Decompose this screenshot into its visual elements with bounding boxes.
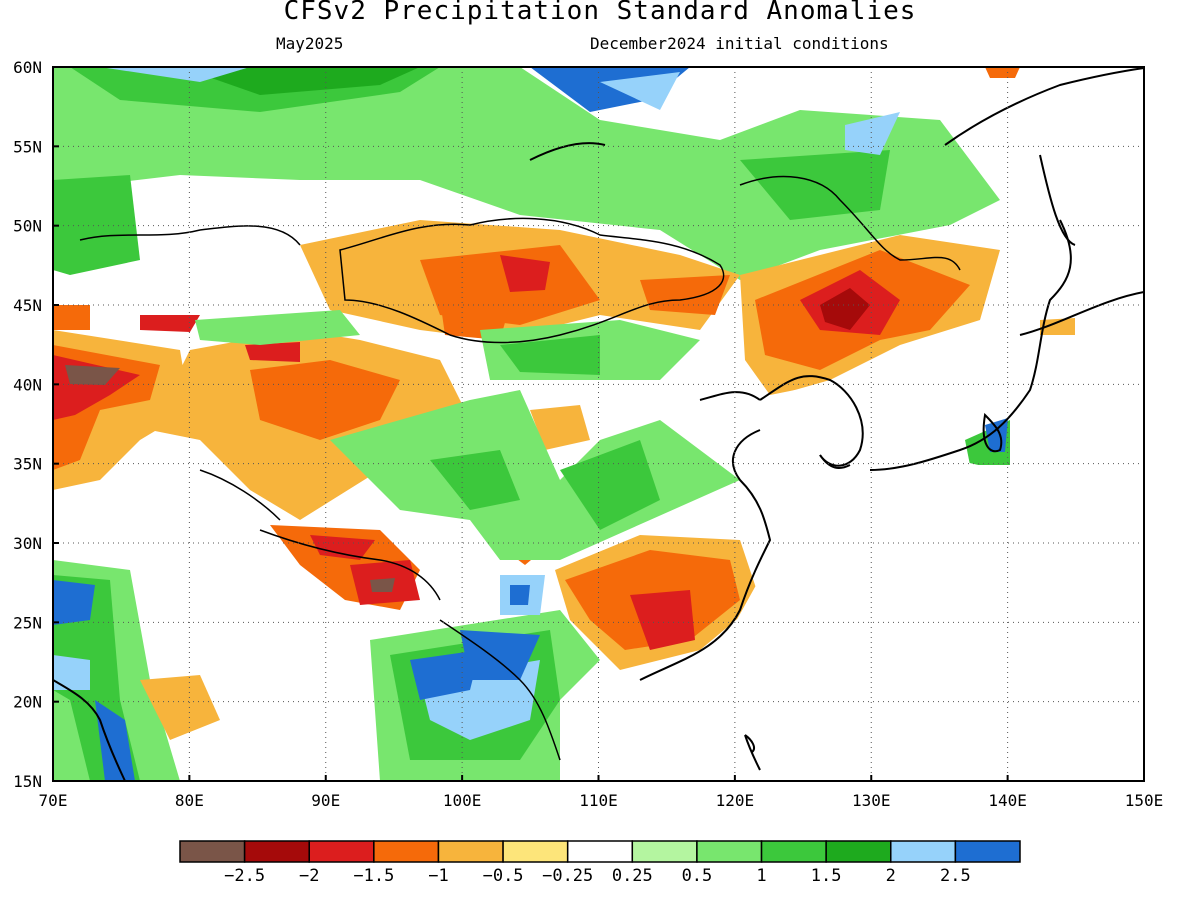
anomaly-region: [53, 305, 90, 330]
lat-tick-label: 35N: [13, 455, 42, 474]
lat-tick-label: 45N: [13, 296, 42, 315]
anomaly-field: [53, 67, 1144, 781]
anomaly-region: [100, 67, 250, 82]
map-title: CFSv2 Precipitation Standard Anomalies: [283, 0, 917, 26]
lat-axis: 15N 20N 25N 30N 35N 40N 45N 50N 55N 60N: [13, 58, 59, 791]
anomaly-region: [53, 175, 140, 275]
colorbar-label: 0.5: [682, 866, 713, 886]
anomaly-region: [370, 578, 395, 592]
colorbar-label: −2: [299, 866, 319, 886]
borders: [79, 175, 961, 761]
lat-tick-label: 30N: [13, 534, 42, 553]
colorbar-swatch: [760, 840, 827, 863]
anomaly-region: [65, 365, 120, 385]
anomaly-region: [820, 288, 870, 330]
lon-tick-label: 110E: [579, 791, 618, 810]
anomaly-region: [460, 630, 540, 680]
anomaly-region: [310, 535, 375, 560]
lon-tick-label: 130E: [852, 791, 891, 810]
lon-tick-label: 80E: [175, 791, 204, 810]
colorbar-swatch: [696, 840, 763, 863]
anomaly-region: [140, 675, 220, 740]
anomaly-region: [140, 315, 200, 332]
colorbar-label: −0.5: [483, 866, 524, 886]
anomaly-region: [53, 67, 1000, 280]
colorbar-label: 1.5: [811, 866, 842, 886]
colorbar-swatch: [437, 840, 504, 863]
anomaly-region: [95, 700, 135, 781]
colorbar-label: −1.5: [353, 866, 394, 886]
anomaly-region: [510, 585, 530, 605]
lon-tick-label: 90E: [311, 791, 340, 810]
anomaly-region: [600, 72, 680, 110]
colorbar-label: −0.25: [542, 866, 593, 886]
colorbar: −2.5 −2 −1.5 −1 −0.5 −0.25 0.25 0.5 1 1.5 2 2.5: [179, 840, 1021, 886]
lat-tick-label: 15N: [13, 772, 42, 791]
colorbar-swatch: [566, 840, 634, 863]
colorbar-swatch: [631, 840, 698, 863]
colorbar-label: −2.5: [224, 866, 265, 886]
lat-tick-label: 25N: [13, 613, 42, 632]
colorbar-swatch: [825, 840, 892, 863]
colorbar-swatch: [502, 840, 569, 863]
colorbar-label: −1: [428, 866, 448, 886]
anomaly-region: [500, 335, 600, 375]
colorbar-swatch: [373, 840, 440, 863]
colorbar-swatch: [179, 840, 246, 863]
anomaly-region: [845, 112, 900, 155]
colorbar-swatch: [308, 840, 375, 863]
colorbar-swatch: [954, 840, 1021, 863]
anomaly-region: [430, 450, 520, 510]
anomaly-region: [500, 255, 550, 292]
anomaly-region: [245, 342, 300, 362]
colorbar-label: 2: [886, 866, 896, 886]
gridlines: [53, 67, 1144, 781]
lon-tick-label: 150E: [1125, 791, 1164, 810]
anomaly-region: [53, 655, 90, 690]
islands: [529, 142, 1003, 753]
lat-tick-label: 60N: [13, 58, 42, 77]
anomaly-region: [53, 580, 95, 625]
lat-tick-label: 40N: [13, 375, 42, 394]
lat-tick-label: 50N: [13, 217, 42, 236]
lat-tick-label: 20N: [13, 693, 42, 712]
colorbar-swatch: [890, 840, 957, 863]
anomaly-region: [1040, 318, 1075, 335]
lon-tick-label: 140E: [988, 791, 1027, 810]
colorbar-label: 2.5: [940, 866, 971, 886]
lon-tick-label: 120E: [716, 791, 755, 810]
anomaly-region: [560, 440, 660, 530]
colorbar-label: 1: [756, 866, 766, 886]
anomaly-region: [330, 390, 740, 560]
anomaly-region: [985, 67, 1020, 78]
colorbar-swatch: [243, 840, 310, 863]
anomaly-region: [180, 67, 420, 95]
anomaly-region: [250, 360, 400, 440]
colorbar-label: 0.25: [612, 866, 653, 886]
anomaly-region: [195, 310, 360, 345]
lon-tick-label: 70E: [39, 791, 68, 810]
ocean-mask: [640, 380, 1144, 781]
anomaly-region: [530, 405, 590, 450]
anomaly-region: [630, 590, 695, 650]
anomaly-region: [640, 275, 730, 315]
lon-axis: 70E 80E 90E 100E 110E 120E 130E 140E 150E: [39, 775, 1164, 810]
valid-month-label: May2025: [276, 34, 344, 53]
initial-conditions-label: December2024 initial conditions: [590, 34, 889, 53]
lon-tick-label: 100E: [443, 791, 482, 810]
lat-tick-label: 55N: [13, 137, 42, 156]
anomaly-region: [740, 150, 890, 220]
